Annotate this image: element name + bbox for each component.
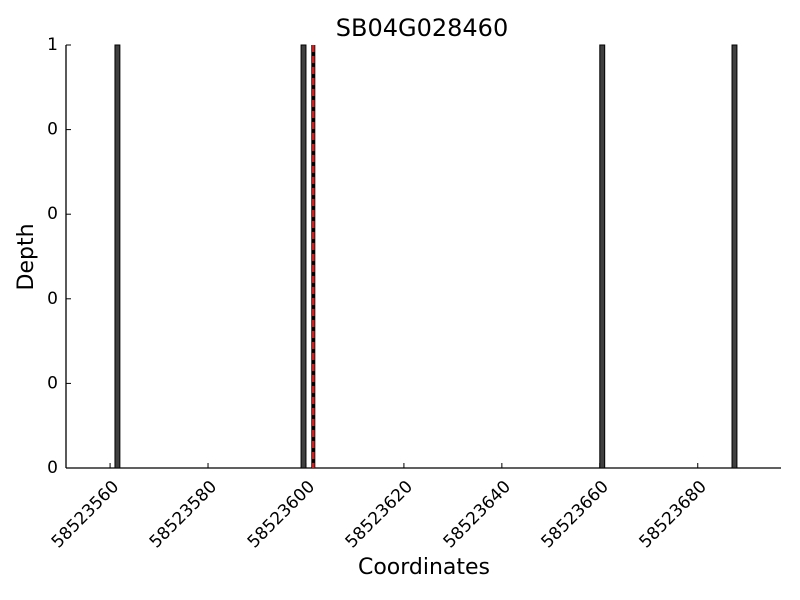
x-axis-label: Coordinates bbox=[358, 555, 490, 580]
y-tick-label: 0 bbox=[47, 204, 58, 224]
chart-title: SB04G028460 bbox=[336, 14, 508, 42]
x-tick-label: 58523620 bbox=[342, 477, 417, 552]
bar bbox=[599, 44, 606, 469]
y-tick-label: 0 bbox=[47, 458, 58, 478]
y-tick-label: 0 bbox=[47, 120, 58, 140]
y-axis-label: Depth bbox=[14, 223, 39, 290]
bar bbox=[114, 44, 121, 469]
x-tick-label: 58523680 bbox=[635, 477, 710, 552]
x-tick-label: 58523580 bbox=[146, 477, 221, 552]
x-tick-label: 58523560 bbox=[48, 477, 123, 552]
y-tick-label: 1 bbox=[47, 35, 58, 55]
y-tick-label: 0 bbox=[47, 373, 58, 393]
x-tick-label: 58523600 bbox=[244, 477, 319, 552]
x-tick-label: 58523640 bbox=[440, 477, 515, 552]
x-tick-label: 58523660 bbox=[538, 477, 613, 552]
y-tick-label: 0 bbox=[47, 289, 58, 309]
bar bbox=[300, 44, 307, 469]
bar bbox=[731, 44, 738, 469]
